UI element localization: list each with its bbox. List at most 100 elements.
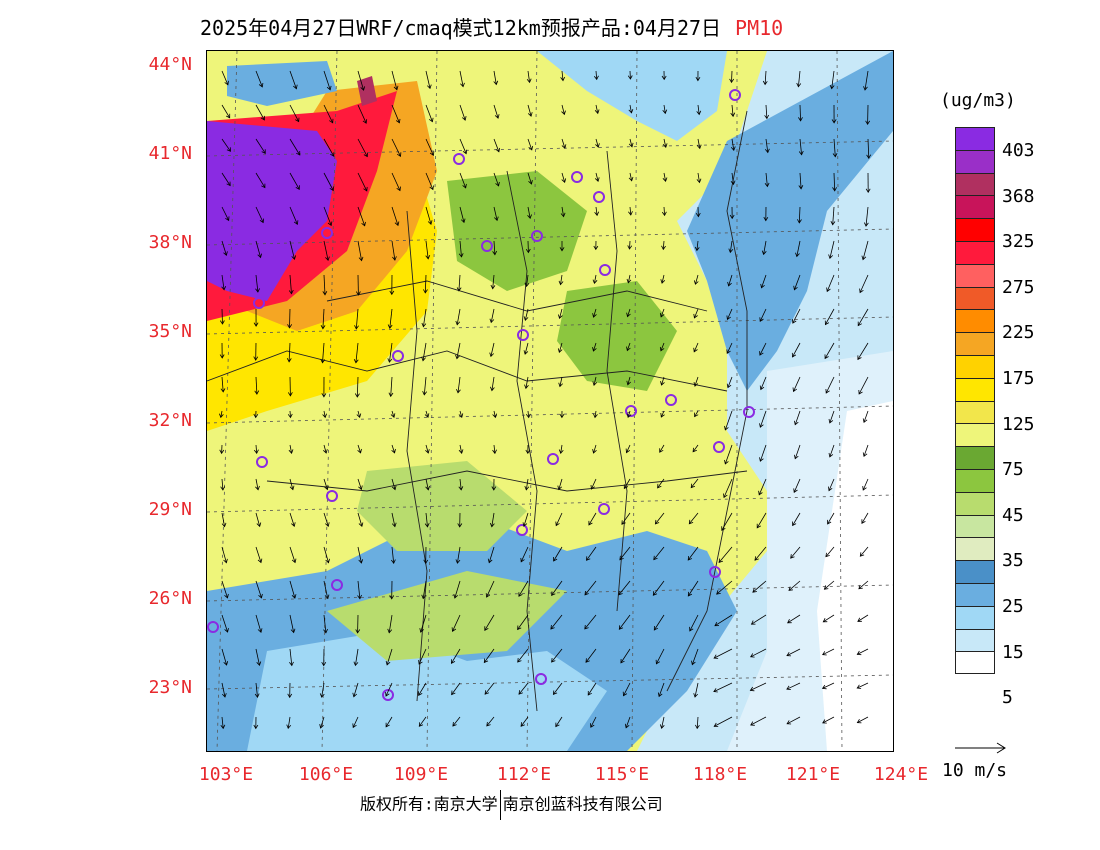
wind-vector-head xyxy=(585,658,590,663)
wind-vector xyxy=(420,614,427,633)
wind-vector-head xyxy=(861,255,867,261)
wind-vector xyxy=(457,376,461,393)
wind-vector xyxy=(621,512,631,525)
wind-vector-head xyxy=(421,356,426,362)
city-marker xyxy=(709,566,721,578)
color-scale-label: 15 xyxy=(1002,641,1024,663)
city-marker xyxy=(665,394,677,406)
color-scale-cell xyxy=(955,400,995,424)
wind-vector xyxy=(618,580,631,596)
wind-vector xyxy=(289,648,293,666)
wind-vector xyxy=(661,376,665,386)
wind-vector-head xyxy=(551,591,556,597)
wind-vector xyxy=(255,274,259,293)
wind-vector-head xyxy=(429,151,435,157)
southwest-green-area xyxy=(327,571,567,661)
wind-vector xyxy=(663,206,665,216)
wind-vector-head xyxy=(389,595,395,600)
wind-vector-head xyxy=(759,457,764,462)
wind-vector-head xyxy=(385,660,391,666)
lat-label-26n: 26°N xyxy=(148,588,192,609)
wind-vector xyxy=(425,70,431,89)
wind-vector xyxy=(697,138,701,149)
wind-vector-head xyxy=(224,628,229,633)
wind-vector-head xyxy=(458,413,464,419)
wind-vector xyxy=(518,682,529,695)
wind-vector xyxy=(418,648,427,665)
wind-vector-head xyxy=(353,359,359,364)
wind-vector-head xyxy=(718,558,724,563)
wind-vector xyxy=(661,274,665,284)
wind-vector xyxy=(687,546,699,561)
wind-vector-head xyxy=(223,251,228,257)
wind-vector-head xyxy=(550,624,555,630)
graticule xyxy=(207,51,893,751)
wind-vector xyxy=(322,342,325,363)
wind-vector xyxy=(457,546,461,564)
wind-vector-head xyxy=(330,152,335,157)
wind-vector xyxy=(389,308,393,329)
wind-vector-head xyxy=(287,324,293,329)
wind-vector xyxy=(492,274,495,289)
wind-vector xyxy=(289,240,295,260)
wind-vector-head xyxy=(693,280,699,285)
wind-vector xyxy=(355,648,359,666)
wind-vector-head xyxy=(555,521,560,527)
wind-vector xyxy=(688,512,699,525)
pm10-peak-area xyxy=(207,121,337,301)
wind-vector-head xyxy=(391,485,397,491)
wind-vector xyxy=(555,716,563,727)
boundary-line-4 xyxy=(506,170,538,712)
wind-vector-head xyxy=(421,322,427,328)
wind-vector-head xyxy=(561,178,567,184)
wind-vector xyxy=(425,172,434,190)
wind-vector-head xyxy=(688,519,694,525)
wind-vector-head xyxy=(662,143,668,148)
wind-vector xyxy=(657,478,665,489)
wind-vector xyxy=(451,648,461,664)
coastline xyxy=(666,110,748,692)
wind-vector-head xyxy=(592,381,598,386)
wind-vector xyxy=(323,274,326,295)
wind-vector-head xyxy=(261,149,266,154)
copyright-right: 南京创蓝科技有限公司 xyxy=(502,794,663,814)
wind-vector-head xyxy=(356,413,362,419)
wind-vector-head xyxy=(660,279,666,284)
wind-vector-head xyxy=(253,356,259,361)
wind-vector-head xyxy=(353,661,359,667)
wind-vector xyxy=(618,614,631,630)
wind-vector-head xyxy=(362,119,368,124)
wind-vector xyxy=(484,682,495,695)
wind-vector xyxy=(663,172,666,182)
wind-vector-head xyxy=(584,624,589,630)
lat-label-44n: 44°N xyxy=(148,54,192,75)
wind-vector-head xyxy=(796,82,802,88)
wind-vector xyxy=(765,104,768,119)
wind-vector-head xyxy=(520,722,525,727)
wind-vector xyxy=(459,478,462,490)
wind-vector-head xyxy=(713,654,719,659)
wind-vector xyxy=(323,206,332,226)
wind-vector xyxy=(255,478,259,490)
wind-vector-head xyxy=(822,618,828,623)
wind-vector xyxy=(822,682,835,689)
wind-vector-head xyxy=(726,315,731,321)
wind-vector-head xyxy=(517,625,522,631)
wind-vector xyxy=(799,172,802,189)
wind-vector-head xyxy=(560,76,566,82)
wind-vector xyxy=(799,104,801,121)
wind-vector xyxy=(620,648,631,664)
wind-vector-head xyxy=(492,250,498,256)
wind-vector xyxy=(488,546,495,563)
copyright-left: 版权所有:南京大学 xyxy=(360,794,498,814)
wind-vector xyxy=(357,546,362,564)
wind-vector-head xyxy=(355,291,361,296)
wind-vector xyxy=(289,274,292,294)
wind-vector-head xyxy=(460,218,466,224)
wind-vector-head xyxy=(329,186,334,192)
wind-vector-head xyxy=(626,312,631,318)
wind-vector xyxy=(763,240,767,255)
wind-vector-head xyxy=(659,312,665,318)
city-marker xyxy=(729,89,741,101)
wind-vector-head xyxy=(456,389,461,394)
